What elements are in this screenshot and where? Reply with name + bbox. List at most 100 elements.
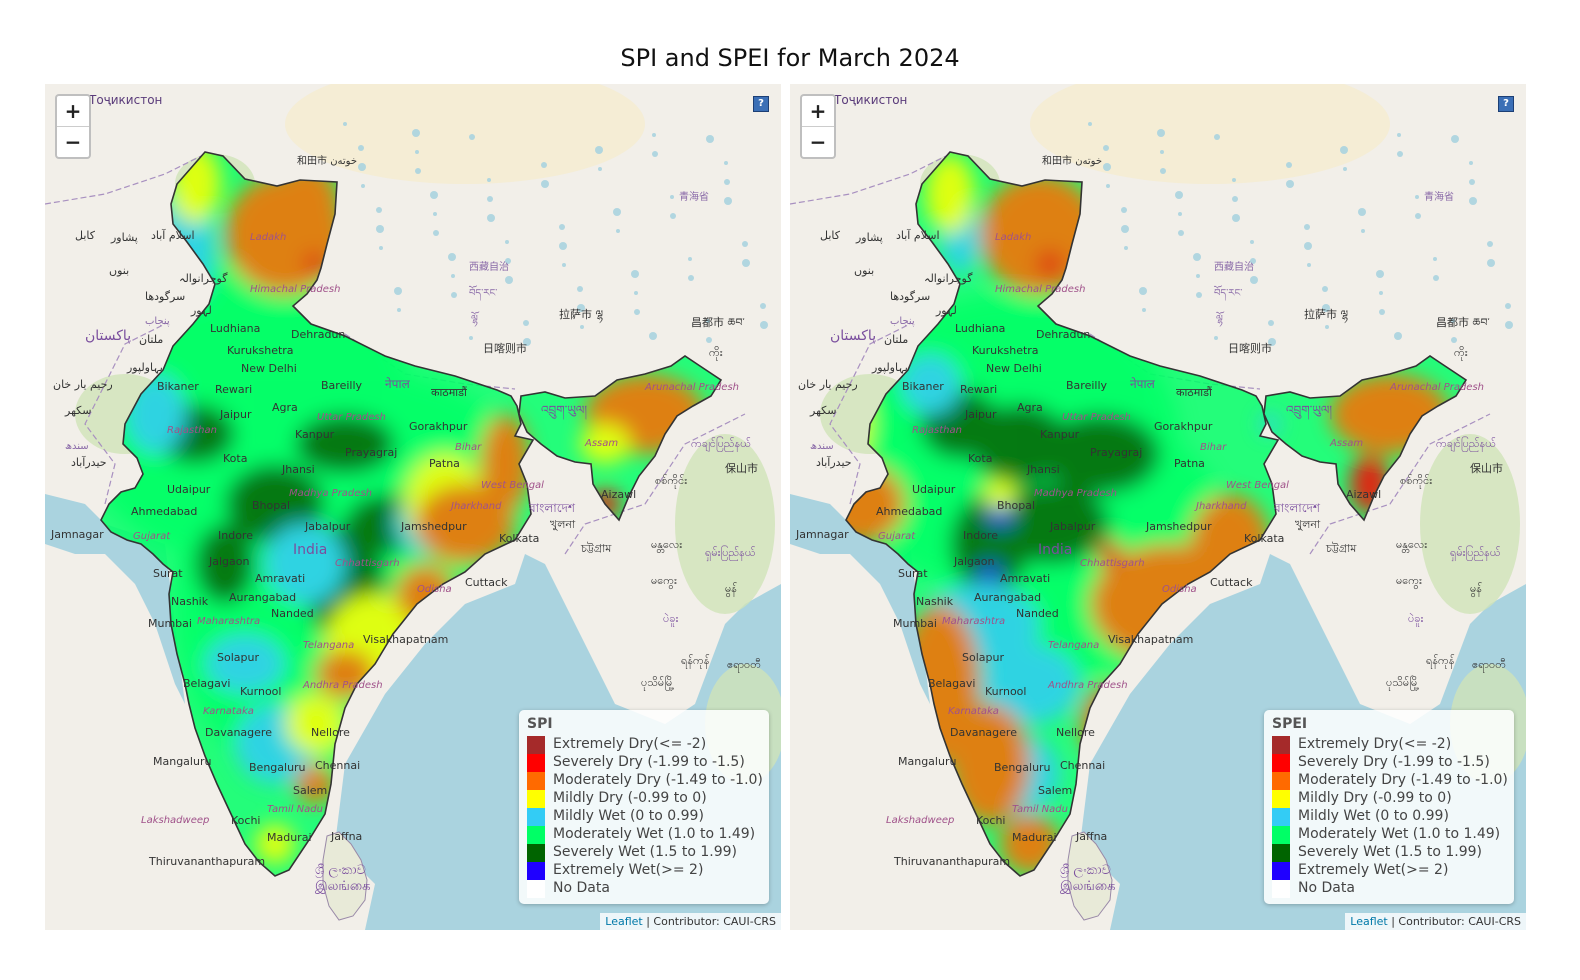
map-label-tibet-small: ལྷོ	[471, 311, 480, 327]
map-label-tibet-small: ལྷོ	[1216, 311, 1225, 327]
zoom-out-button[interactable]: −	[809, 130, 827, 154]
map-label-rahim-yar-khan: رحیم یار خان	[798, 378, 858, 391]
map-label-sagaing: စစ်ကိုင်း	[655, 474, 687, 489]
border-north	[790, 153, 951, 205]
map-label-visakhapatnam: Visakhapatnam	[363, 633, 448, 646]
zoom-in-button[interactable]: +	[57, 96, 89, 127]
map-label-magway: မကွေး	[651, 574, 677, 589]
lake	[1232, 178, 1236, 182]
border-north	[45, 153, 206, 205]
map-label-andhra: Andhra Pradesh	[1047, 680, 1128, 691]
map-label-chhattisgarh: Chhattisgarh	[335, 558, 400, 569]
map-label-hotan: 和田市 خوتەن	[297, 154, 357, 167]
lake	[505, 276, 513, 284]
map-label-bangladesh: বাংলাদেশ	[528, 501, 576, 515]
spi-map-panel[interactable]: Тоҷикистон 和田市 خوتەن 青海省 西藏自治 བོད་རང་ ལྷོ 拉萨市 …	[45, 84, 781, 930]
legend-item: Mildly Wet (0 to 0.99)	[527, 808, 704, 826]
map-label-gujarat: Gujarat	[878, 531, 916, 542]
sri-lanka-landmass	[1067, 831, 1113, 921]
legend-item: No Data	[527, 880, 610, 898]
map-label-kurnool: Kurnool	[240, 685, 281, 698]
map-label-nepal: नेपाल	[385, 377, 411, 391]
lake	[1379, 309, 1385, 315]
legend-swatch	[1272, 736, 1290, 754]
lake	[541, 180, 549, 188]
help-icon[interactable]: ?	[1498, 96, 1514, 112]
map-label-tajikistan: Тоҷикистон	[88, 93, 162, 107]
map-label-maharashtra: Maharashtra	[942, 616, 1005, 627]
map-label-dehradun: Dehradun	[291, 328, 345, 341]
map-label-nagaland: ကိုး	[1454, 346, 1468, 361]
help-icon[interactable]: ?	[753, 96, 769, 112]
map-label-surat: Surat	[898, 567, 928, 580]
lake	[358, 145, 364, 151]
index-cell-mildly-wet	[265, 524, 345, 604]
map-label-kochi: Kochi	[231, 814, 260, 827]
lake	[652, 133, 656, 137]
legend-label: Mildly Dry (-0.99 to 0)	[553, 790, 707, 806]
lake	[451, 292, 457, 298]
legend-label: Extremely Dry(<= -2)	[553, 736, 707, 752]
legend-item: Severely Dry (-1.99 to -1.5)	[527, 754, 745, 772]
map-label-jaffna: Jaffna	[1075, 830, 1107, 843]
map-label-indore: Indore	[218, 529, 253, 542]
index-cell-mildly-dry	[285, 694, 345, 754]
zoom-out-button[interactable]: −	[64, 130, 82, 154]
zoom-in-button[interactable]: +	[802, 96, 834, 127]
zoom-control[interactable]: + −	[800, 94, 836, 159]
leaflet-link[interactable]: Leaflet	[605, 915, 643, 928]
lake	[598, 167, 602, 171]
lake	[1325, 325, 1329, 329]
map-label-ladakh: Ladakh	[995, 232, 1031, 243]
map-label-tamil-nadu: Tamil Nadu	[1012, 804, 1068, 815]
lake	[376, 225, 384, 233]
legend-item: Severely Wet (1.5 to 1.99)	[1272, 844, 1482, 862]
legend-swatch	[527, 736, 545, 754]
map-label-multan: ملتان	[139, 333, 163, 346]
lake	[1469, 197, 1477, 205]
legend-label: Moderately Dry (-1.49 to -1.0)	[553, 772, 763, 788]
legend-swatch	[527, 754, 545, 772]
map-label-gorakhpur: Gorakhpur	[1154, 420, 1213, 433]
index-cell-severely-wet	[1040, 414, 1160, 494]
lake	[1196, 292, 1202, 298]
lake	[1433, 257, 1437, 261]
lake	[1268, 338, 1276, 346]
legend-label: No Data	[553, 880, 610, 896]
index-cell-mildly-wet	[900, 354, 960, 414]
attribution-text: | Contributor: CAUI-CRS	[642, 915, 776, 928]
map-label-mangaluru: Mangaluru	[153, 755, 211, 768]
spei-map-panel[interactable]: Тоҷикистон 和田市 خوتەن 青海省 西藏自治 བོད་རང་ ལྷོ 拉萨市 …	[790, 84, 1526, 930]
map-label-kanpur: Kanpur	[295, 428, 335, 441]
india-boundary	[100, 151, 535, 877]
map-label-indore: Indore	[963, 529, 998, 542]
map-label-multan: ملتان	[884, 333, 908, 346]
legend-label: Mildly Wet (0 to 0.99)	[553, 808, 704, 824]
lake	[595, 146, 603, 154]
map-label-srilanka1: ශ්‍රී ලංකාව	[315, 863, 366, 878]
map-label-sindh: سندھ	[810, 441, 834, 452]
legend-item: Moderately Dry (-1.49 to -1.0)	[527, 772, 763, 790]
map-label-shigatse: 日喀则市	[483, 341, 527, 355]
lake	[1088, 122, 1092, 126]
map-label-mumbai: Mumbai	[893, 617, 937, 630]
lake	[1376, 270, 1384, 278]
lake	[1139, 287, 1147, 295]
map-label-aurangabad: Aurangabad	[974, 591, 1041, 604]
map-label-mandalay: မန္တလေး	[1396, 538, 1427, 553]
spei-map-legend: SPEI Extremely Dry(<= -2) Severely Dry (-1…	[1264, 710, 1514, 904]
map-label-rewari: Rewari	[215, 383, 252, 396]
map-label-nellore: Nellore	[311, 726, 350, 739]
legend-title: SPEI	[1272, 716, 1308, 732]
map-label-jaipur: Jaipur	[219, 408, 252, 421]
lake	[688, 257, 692, 261]
zoom-control[interactable]: + −	[55, 94, 91, 159]
map-label-mon: မွန်	[725, 582, 737, 597]
leaflet-link[interactable]: Leaflet	[1350, 915, 1388, 928]
map-label-myanmar-kachin: ကချင်ပြည်နယ်	[1436, 436, 1496, 452]
legend-swatch	[1272, 844, 1290, 862]
lake	[412, 129, 420, 137]
map-label-hyderabad-pk: حیدرآباد	[816, 455, 852, 469]
map-label-bhopal: Bhopal	[252, 499, 290, 512]
